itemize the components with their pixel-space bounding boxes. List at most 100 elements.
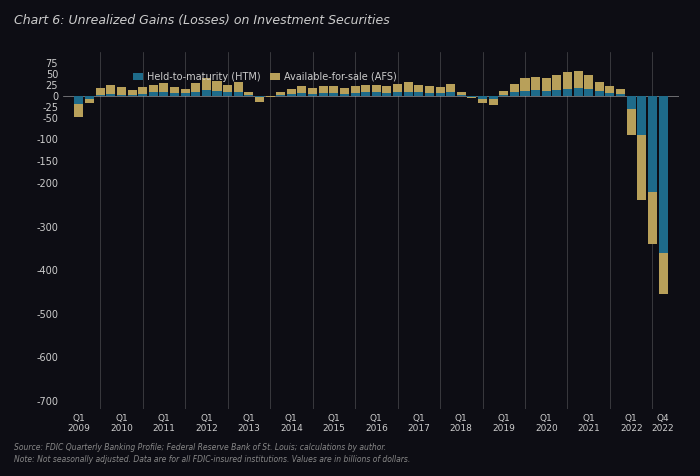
- Bar: [489, 99, 498, 106]
- Bar: [96, 95, 105, 96]
- Bar: [74, 96, 83, 104]
- Bar: [637, 96, 646, 135]
- Bar: [478, 99, 487, 103]
- Bar: [213, 80, 221, 91]
- Bar: [414, 92, 424, 96]
- Text: Chart 6: Unrealized Gains (Losses) on Investment Securities: Chart 6: Unrealized Gains (Losses) on In…: [14, 14, 390, 27]
- Bar: [563, 72, 572, 89]
- Bar: [499, 95, 508, 96]
- Bar: [595, 81, 604, 91]
- Bar: [287, 94, 296, 96]
- Bar: [106, 94, 116, 96]
- Bar: [318, 93, 328, 96]
- Bar: [308, 88, 317, 94]
- Bar: [149, 85, 158, 92]
- Bar: [584, 89, 593, 96]
- Bar: [542, 79, 551, 90]
- Bar: [191, 83, 200, 91]
- Bar: [244, 95, 253, 96]
- Bar: [393, 92, 402, 96]
- Bar: [616, 89, 625, 94]
- Bar: [521, 79, 529, 90]
- Bar: [138, 87, 147, 94]
- Bar: [425, 93, 434, 96]
- Bar: [106, 85, 116, 94]
- Bar: [244, 92, 253, 95]
- Bar: [361, 85, 370, 92]
- Bar: [510, 92, 519, 96]
- Bar: [446, 92, 455, 96]
- Bar: [223, 92, 232, 96]
- Bar: [255, 96, 264, 97]
- Bar: [234, 82, 243, 91]
- Bar: [372, 85, 381, 92]
- Bar: [117, 87, 126, 95]
- Bar: [160, 83, 169, 91]
- Bar: [265, 96, 274, 97]
- Bar: [340, 88, 349, 94]
- Bar: [308, 94, 317, 96]
- Bar: [351, 93, 360, 96]
- Bar: [659, 253, 668, 294]
- Bar: [181, 93, 190, 96]
- Bar: [181, 89, 190, 93]
- Bar: [648, 192, 657, 244]
- Bar: [659, 96, 668, 253]
- Bar: [255, 97, 264, 101]
- Bar: [531, 90, 540, 96]
- Bar: [138, 94, 147, 96]
- Bar: [351, 86, 360, 93]
- Bar: [127, 95, 136, 96]
- Bar: [117, 95, 126, 96]
- Bar: [435, 87, 444, 93]
- Bar: [287, 89, 296, 94]
- Bar: [361, 92, 370, 96]
- Bar: [457, 95, 466, 96]
- Bar: [531, 77, 540, 90]
- Bar: [329, 86, 338, 93]
- Bar: [414, 85, 424, 92]
- Bar: [478, 96, 487, 99]
- Bar: [457, 92, 466, 95]
- Bar: [372, 92, 381, 96]
- Bar: [96, 88, 105, 95]
- Bar: [404, 91, 413, 96]
- Bar: [606, 93, 615, 96]
- Bar: [85, 96, 94, 99]
- Bar: [213, 91, 221, 96]
- Bar: [510, 84, 519, 92]
- Bar: [435, 93, 444, 96]
- Bar: [446, 84, 455, 92]
- Bar: [552, 75, 561, 90]
- Bar: [616, 94, 625, 96]
- Bar: [626, 96, 636, 109]
- Bar: [595, 91, 604, 96]
- Bar: [298, 86, 307, 93]
- Bar: [382, 93, 391, 96]
- Bar: [521, 90, 529, 96]
- Bar: [223, 85, 232, 92]
- Bar: [276, 92, 285, 95]
- Bar: [648, 96, 657, 192]
- Bar: [234, 91, 243, 96]
- Bar: [489, 96, 498, 99]
- Bar: [573, 71, 582, 89]
- Bar: [563, 89, 572, 96]
- Legend: Held-to-maturity (HTM), Available-for-sale (AFS): Held-to-maturity (HTM), Available-for-sa…: [130, 68, 400, 86]
- Bar: [382, 86, 391, 93]
- Bar: [276, 95, 285, 96]
- Bar: [425, 86, 434, 93]
- Bar: [149, 92, 158, 96]
- Bar: [468, 96, 477, 97]
- Bar: [573, 89, 582, 96]
- Bar: [637, 135, 646, 200]
- Bar: [542, 90, 551, 96]
- Bar: [170, 87, 179, 93]
- Bar: [404, 82, 413, 91]
- Bar: [202, 90, 211, 96]
- Bar: [202, 78, 211, 90]
- Bar: [85, 99, 94, 103]
- Bar: [329, 93, 338, 96]
- Bar: [606, 86, 615, 93]
- Text: Source: FDIC Quarterly Banking Profile; Federal Reserve Bank of St. Louis; calcu: Source: FDIC Quarterly Banking Profile; …: [14, 443, 386, 452]
